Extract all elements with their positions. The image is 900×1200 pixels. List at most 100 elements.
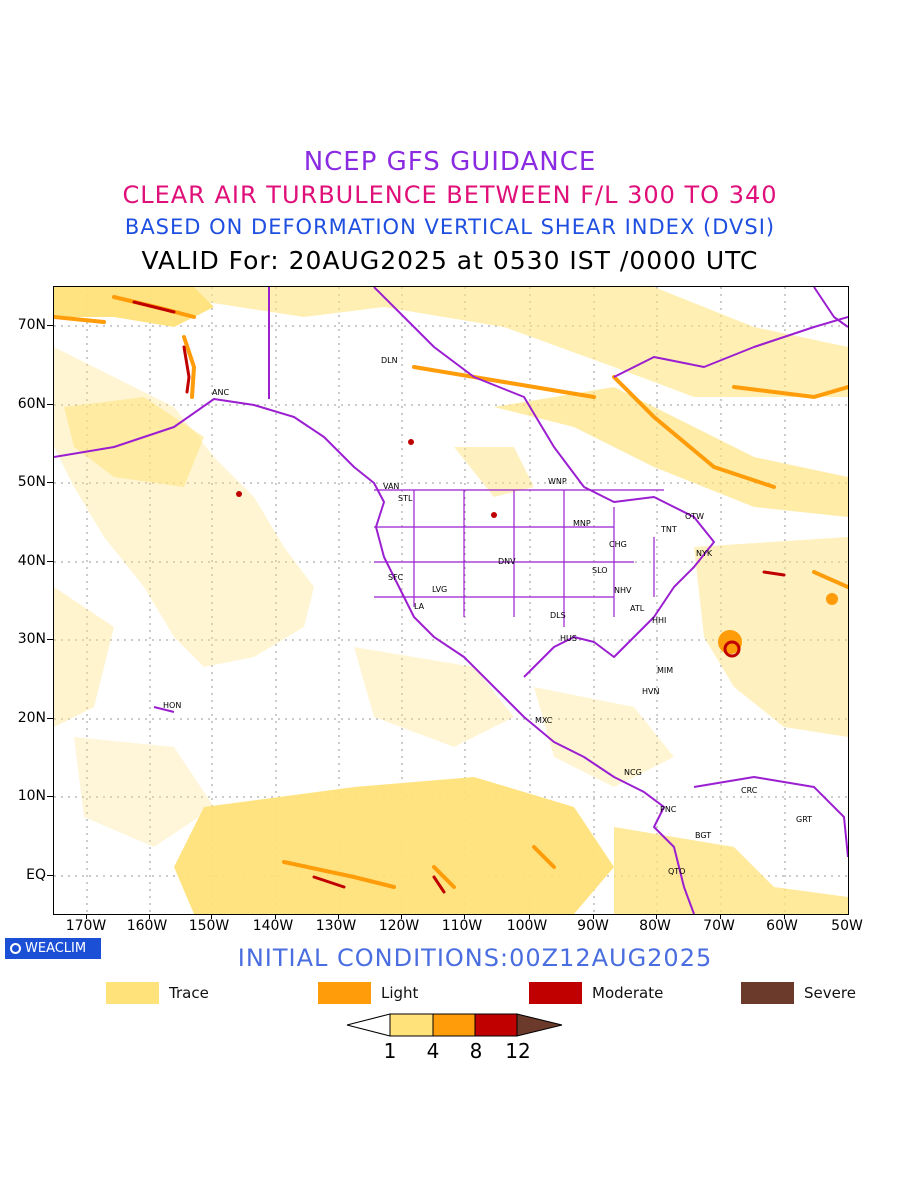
legend-label: Severe <box>804 984 856 1002</box>
city-labels: DLN ANC VAN STL WNP MNP TNT OTW CHG NYK … <box>163 356 812 876</box>
lon-tick <box>656 914 657 919</box>
hurricane-swirl <box>723 640 741 658</box>
city-label: DLN <box>381 356 398 365</box>
lon-tick <box>593 914 594 919</box>
city-label: QTO <box>668 867 685 876</box>
city-label: SLO <box>592 566 608 575</box>
lon-tick <box>720 914 721 919</box>
colorbar-label: 1 <box>383 1039 397 1063</box>
city-label: HVN <box>642 687 659 696</box>
moderate-cells <box>236 439 497 518</box>
lon-label: 50W <box>831 918 863 934</box>
lat-tick <box>47 796 53 797</box>
colorbar-light <box>432 1013 476 1037</box>
legend-label: Moderate <box>592 984 664 1002</box>
legend-swatch <box>106 982 159 1004</box>
lat-label: 10N <box>17 788 46 804</box>
legend-label: Trace <box>169 984 209 1002</box>
city-label: HHI <box>652 616 666 625</box>
lat-tick <box>47 639 53 640</box>
city-label: MXC <box>535 716 553 725</box>
lon-tick <box>784 914 785 919</box>
lat-tick <box>47 875 53 876</box>
lon-label: 160W <box>126 918 168 934</box>
lat-tick <box>47 718 53 719</box>
state-borders <box>374 489 664 627</box>
city-label: LVG <box>432 585 447 594</box>
lon-label: 60W <box>766 918 798 934</box>
lon-tick <box>464 914 465 919</box>
city-label: NCG <box>624 768 642 777</box>
city-label: VAN <box>383 482 399 491</box>
weaclim-badge[interactable]: WEACLIM <box>5 938 101 959</box>
legend-item-trace: Trace <box>106 982 209 1004</box>
valid-time: VALID For: 20AUG2025 at 0530 IST /0000 U… <box>141 246 759 275</box>
city-label: MNP <box>573 519 591 528</box>
lon-label: 170W <box>65 918 107 934</box>
lon-tick <box>275 914 276 919</box>
lon-tick <box>149 914 150 919</box>
lon-tick <box>86 914 87 919</box>
lat-label: 20N <box>17 710 46 726</box>
title-line-2: CLEAR AIR TURBULENCE BETWEEN F/L 300 TO … <box>122 181 778 209</box>
colorbar-trace <box>389 1013 434 1037</box>
colorbar <box>346 1013 563 1037</box>
city-label: ATL <box>630 604 645 613</box>
colorbar-moderate <box>474 1013 518 1037</box>
colorbar-low-arrow <box>346 1013 391 1037</box>
lon-label: 100W <box>506 918 548 934</box>
lat-tick <box>47 482 53 483</box>
moderate-areas <box>132 300 786 894</box>
colorbar-high-arrow <box>516 1013 563 1037</box>
colorbar-label: 4 <box>426 1039 440 1063</box>
colorbar-label: 12 <box>505 1039 531 1063</box>
lon-tick <box>338 914 339 919</box>
legend-swatch <box>529 982 582 1004</box>
initial-conditions: INITIAL CONDITIONS:00Z12AUG2025 <box>237 944 713 972</box>
city-label: DNV <box>498 557 516 566</box>
city-label: WNP <box>548 477 567 486</box>
lon-label: 70W <box>703 918 735 934</box>
lat-tick <box>47 561 53 562</box>
lon-label: 140W <box>252 918 294 934</box>
lat-label: EQ <box>26 867 46 883</box>
city-label: CRC <box>741 786 758 795</box>
circle-logo-icon <box>10 943 21 954</box>
coastlines <box>54 287 848 914</box>
lon-label: 90W <box>577 918 609 934</box>
light-areas <box>54 295 848 889</box>
city-label: CHG <box>609 540 627 549</box>
legend-item-severe: Severe <box>741 982 856 1004</box>
city-label: NHV <box>614 586 632 595</box>
city-label: SFC <box>388 573 404 582</box>
lat-label: 30N <box>17 631 46 647</box>
lat-label: 50N <box>17 474 46 490</box>
city-label: STL <box>398 494 413 503</box>
city-label: HUS <box>560 634 577 643</box>
legend-swatch <box>318 982 371 1004</box>
badge-text: WEACLIM <box>25 941 87 956</box>
turbulence-map: DLN ANC VAN STL WNP MNP TNT OTW CHG NYK … <box>53 286 849 915</box>
legend-item-light: Light <box>318 982 418 1004</box>
city-label: OTW <box>685 512 704 521</box>
legend-swatch <box>741 982 794 1004</box>
lon-tick <box>211 914 212 919</box>
lat-label: 70N <box>17 317 46 333</box>
city-label: DLS <box>550 611 566 620</box>
lon-label: 80W <box>639 918 671 934</box>
lat-label: 60N <box>17 396 46 412</box>
lat-tick <box>47 325 53 326</box>
colorbar-label: 8 <box>469 1039 483 1063</box>
map-canvas: DLN ANC VAN STL WNP MNP TNT OTW CHG NYK … <box>54 287 848 914</box>
city-label: HON <box>163 701 181 710</box>
lon-label: 130W <box>315 918 357 934</box>
city-label: BGT <box>695 831 711 840</box>
city-label: MIM <box>657 666 673 675</box>
city-label: ANC <box>212 388 229 397</box>
lon-label: 110W <box>441 918 483 934</box>
city-label: GRT <box>796 815 812 824</box>
lat-tick <box>47 404 53 405</box>
lon-label: 120W <box>378 918 420 934</box>
lon-label: 150W <box>188 918 230 934</box>
title-line-1: NCEP GFS GUIDANCE <box>303 147 597 177</box>
